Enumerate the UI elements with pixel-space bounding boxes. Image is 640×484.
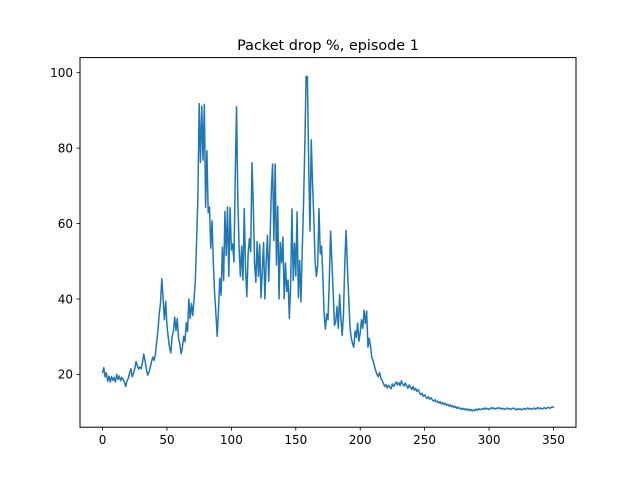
x-tick-label: 100	[220, 433, 243, 447]
y-tick-label: 100	[50, 66, 73, 80]
x-tick-label: 250	[413, 433, 436, 447]
y-tick-label: 20	[58, 368, 73, 382]
x-tick-label: 200	[349, 433, 372, 447]
x-tick-label: 50	[159, 433, 174, 447]
plot-area	[101, 75, 555, 412]
y-tick-label: 60	[58, 217, 73, 231]
y-axis: 20 40 60 80 100	[50, 66, 80, 382]
series-line-0	[101, 75, 555, 412]
x-tick-label: 350	[542, 433, 565, 447]
x-tick-label: 300	[478, 433, 501, 447]
x-axis: 0 50 100 150 200 250 300 350	[99, 427, 565, 447]
axes-frame	[79, 57, 577, 428]
chart-title: Packet drop %, episode 1	[237, 38, 419, 54]
x-tick-label: 0	[99, 433, 107, 447]
y-tick-label: 40	[58, 292, 73, 306]
y-tick-label: 80	[58, 141, 73, 155]
x-tick-label: 150	[284, 433, 307, 447]
